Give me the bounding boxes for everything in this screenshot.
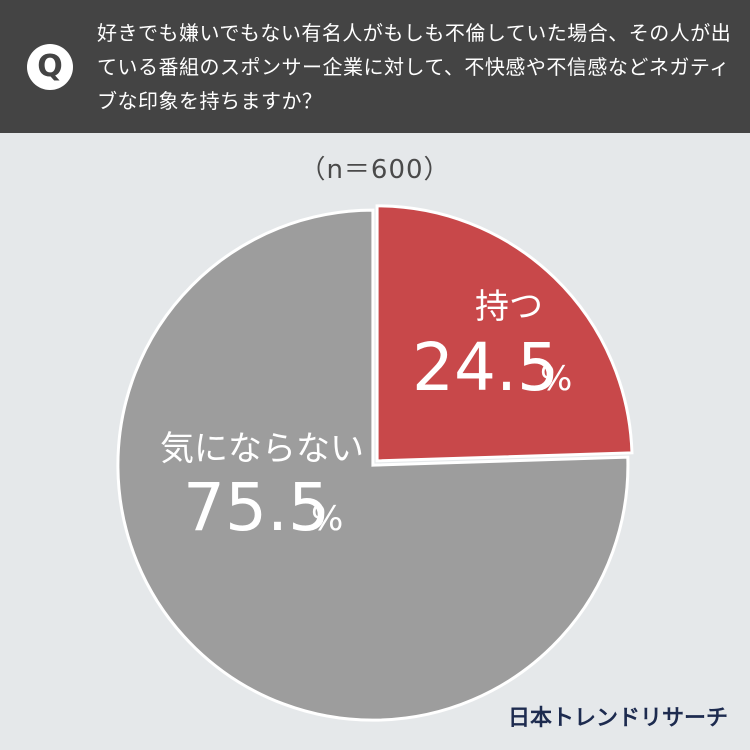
question-text: 好きでも嫌いでもない有名人がもしも不倫していた場合、その人が出ている番組のスポン… [97,21,732,113]
pie-slice [375,204,634,463]
slice-unit-label: % [540,359,572,399]
q-badge-letter: Q [37,49,63,84]
q-badge-icon: Q [27,44,73,90]
brand-logo: 日本トレンドリサーチ [507,706,728,731]
slice-category-label: 気にならない [160,429,364,469]
slice-unit-label: % [311,499,343,539]
sample-size: （n＝600） [299,155,451,185]
pie-slices [116,204,634,722]
slice-value-label: 24.5 [412,329,559,406]
question-header: Q 好きでも嫌いでもない有名人がもしも不倫していた場合、その人が出ている番組のス… [0,0,750,133]
pie-slice [116,208,630,722]
slice-category-label: 持つ [475,287,543,327]
slice-value-label: 75.5 [183,469,330,546]
